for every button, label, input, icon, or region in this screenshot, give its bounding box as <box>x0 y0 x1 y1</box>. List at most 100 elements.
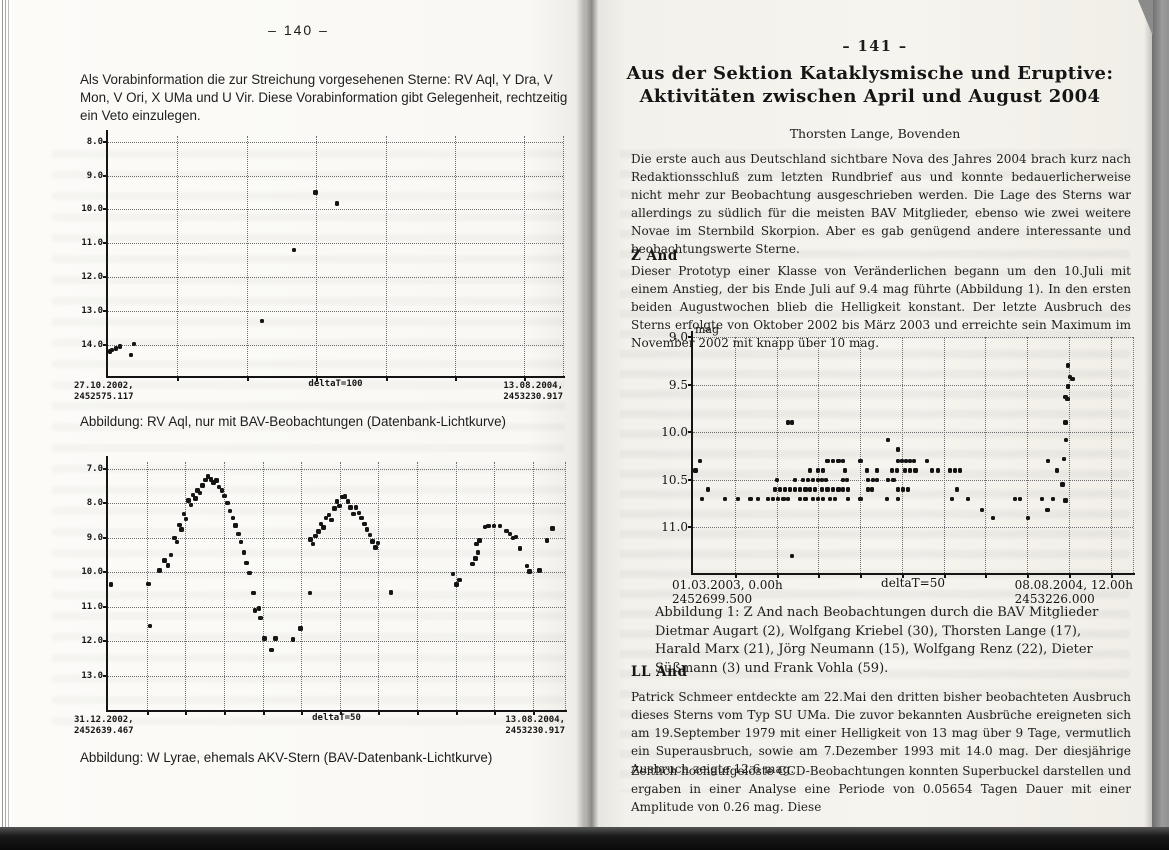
data-point <box>214 478 219 483</box>
y-gridline <box>108 243 563 245</box>
data-point <box>789 420 795 425</box>
data-point <box>318 521 324 527</box>
data-point <box>197 490 203 496</box>
data-point <box>785 420 791 425</box>
data-point <box>353 505 359 510</box>
data-point <box>845 487 851 492</box>
data-point <box>348 505 353 510</box>
data-point <box>864 468 870 473</box>
data-point <box>825 487 830 492</box>
data-point <box>1012 496 1018 502</box>
data-point <box>157 568 162 573</box>
x-gridline <box>776 337 778 573</box>
y-gridline <box>108 311 563 312</box>
data-point <box>722 496 728 502</box>
data-point <box>507 531 512 537</box>
data-point <box>891 477 896 483</box>
data-point <box>830 458 836 463</box>
y-axis-unit-label: mag <box>695 323 720 336</box>
data-point <box>313 533 318 539</box>
data-point <box>807 468 813 473</box>
data-point <box>190 492 196 498</box>
data-point <box>874 477 880 483</box>
data-point <box>183 516 189 522</box>
x-tick-mark <box>901 573 904 578</box>
y-tick-mark <box>688 431 693 434</box>
data-point <box>979 507 985 513</box>
data-point <box>491 523 497 529</box>
y-tick-mark <box>103 343 108 346</box>
data-point <box>359 515 364 521</box>
data-point <box>238 539 244 545</box>
data-point <box>375 540 381 546</box>
data-point <box>269 647 274 653</box>
y-gridline <box>108 141 563 143</box>
data-point <box>949 496 955 502</box>
y-tick-label: 10.5 <box>661 472 688 487</box>
x-tick-mark <box>417 710 420 715</box>
data-point <box>913 468 918 473</box>
x-tick-mark <box>1069 573 1072 578</box>
data-point <box>895 496 901 502</box>
y-tick-mark <box>688 526 693 529</box>
data-point <box>227 508 233 514</box>
x-tick-mark <box>734 573 737 578</box>
data-point <box>323 515 329 521</box>
x-tick-mark <box>385 376 388 381</box>
y-gridline <box>108 641 565 643</box>
data-point <box>952 468 958 473</box>
x-axis-start-label: 27.10.2002, 2452575.117 <box>74 381 134 402</box>
data-point <box>337 503 342 509</box>
scan-edge-lines <box>0 0 12 827</box>
data-point <box>342 494 348 499</box>
data-point <box>473 556 478 561</box>
data-point <box>252 608 258 613</box>
y-tick-label: 9.0 <box>86 532 103 543</box>
data-point <box>830 487 836 492</box>
figure-caption-rv-aql: Abbildung: RV Aql, nur mit BAV-Beobachtu… <box>80 414 507 429</box>
x-gridline <box>262 462 264 710</box>
data-point <box>840 487 846 492</box>
x-tick-mark <box>1110 573 1113 578</box>
y-gridline <box>108 606 565 608</box>
data-point <box>869 487 875 492</box>
data-point <box>895 458 901 463</box>
data-point <box>388 590 394 595</box>
x-gridline <box>1027 337 1029 573</box>
data-point <box>321 525 326 530</box>
y-axis <box>691 331 693 575</box>
data-point <box>832 496 838 502</box>
data-point <box>894 468 900 473</box>
y-tick-label: 8.0 <box>86 136 103 147</box>
y-tick-label: 12.0 <box>81 636 103 647</box>
data-point <box>815 477 821 483</box>
y-gridline <box>693 337 1133 338</box>
data-point <box>820 496 826 502</box>
data-point <box>225 500 230 505</box>
rv-aql-light-curve-chart: 8.0 9.0 10.0 11.0 12.0 13.0 14.0 27.10.2002, 24… <box>74 130 565 402</box>
y-gridline <box>108 572 565 574</box>
data-point <box>895 487 901 492</box>
figure-caption-w-lyrae: Abbildung: W Lyrae, ehemals AKV-Stern (B… <box>80 750 493 765</box>
data-point <box>454 582 459 587</box>
data-point <box>233 523 238 528</box>
data-point <box>803 487 808 492</box>
data-point <box>550 526 555 531</box>
page-edge-shadow <box>1144 0 1152 827</box>
data-point <box>787 487 793 492</box>
y-tick-label: 13.0 <box>81 306 103 316</box>
data-point <box>840 458 846 463</box>
y-tick-label: 9.5 <box>668 377 688 392</box>
data-point <box>789 553 795 559</box>
data-point <box>513 534 519 540</box>
data-point <box>900 487 906 492</box>
y-gridline <box>108 175 563 177</box>
y-tick-label: 10.0 <box>661 425 688 440</box>
y-tick-mark <box>103 536 108 539</box>
data-point <box>165 563 171 568</box>
data-point <box>1065 363 1071 368</box>
data-point <box>823 477 829 483</box>
x-axis-end-label: 13.08.2004, 2453230.917 <box>505 715 565 736</box>
y-tick-mark <box>688 478 693 481</box>
data-point <box>907 458 913 463</box>
